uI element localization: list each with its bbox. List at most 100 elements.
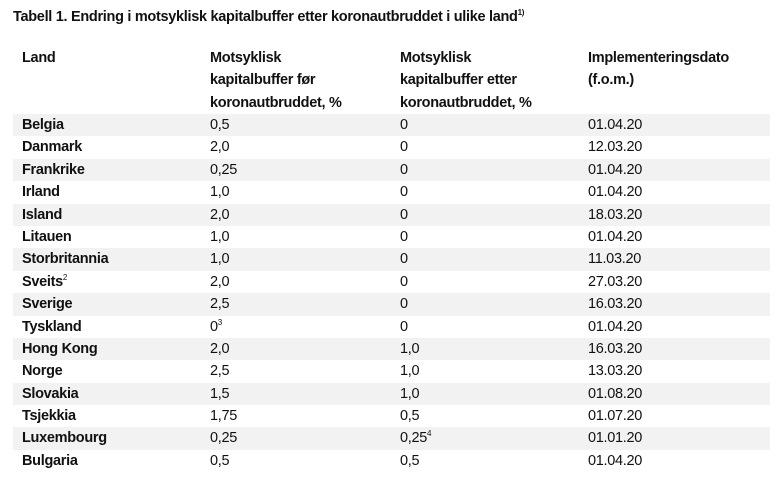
table-row: Hong Kong 2,0 1,0 16.03.20 xyxy=(13,337,770,361)
cell-before-text: 0,5 xyxy=(210,117,230,133)
cell-land: Danmark xyxy=(22,136,82,158)
cell-before-text: 0,5 xyxy=(210,452,230,469)
table-row: Bulgaria 0,5 0,5 01.04.20 xyxy=(13,450,770,472)
cell-land-text: Danmark xyxy=(22,139,82,156)
cell-after-text: 1,0 xyxy=(400,363,420,380)
cell-land-text: Storbritannia xyxy=(22,251,109,268)
header-line: Motsyklisk xyxy=(400,50,472,66)
cell-land-text: Tyskland xyxy=(22,318,82,335)
cell-after: 1,0 xyxy=(400,383,420,405)
cell-date-text: 01.04.20 xyxy=(588,161,643,178)
cell-before: 0,25 xyxy=(210,159,237,181)
cell-land: Hong Kong xyxy=(22,338,98,360)
cell-date-text: 11.03.20 xyxy=(588,251,641,268)
cell-before-text: 2,0 xyxy=(210,206,230,223)
cell-after-text: 0 xyxy=(400,206,408,223)
footnote-marker: 4 xyxy=(427,429,432,439)
cell-after: 1,0 xyxy=(400,360,420,382)
cell-date-text: 12.03.20 xyxy=(588,139,643,156)
cell-after: 0,5 xyxy=(400,450,420,472)
cell-land-text: Irland xyxy=(22,184,60,201)
cell-before-text: 2,5 xyxy=(210,296,230,313)
cell-before-text: 2,0 xyxy=(210,139,230,156)
cell-date-text: 01.01.20 xyxy=(588,430,643,447)
header-line: koronautbruddet, % xyxy=(210,94,342,111)
header-line: Implementeringsdato xyxy=(588,50,729,66)
cell-date-text: 16.03.20 xyxy=(588,340,643,357)
table-row: Tsjekkia 1,75 0,5 01.07.20 xyxy=(13,405,770,427)
cell-before: 0,5 xyxy=(210,114,230,136)
cell-date: 01.08.20 xyxy=(588,383,642,405)
cell-after-text: 0 xyxy=(400,318,408,335)
cell-before-text: 0,25 xyxy=(210,430,238,447)
cell-land: Norge xyxy=(22,360,63,382)
cell-before-text: 1,0 xyxy=(210,228,230,245)
cell-before: 1,0 xyxy=(210,226,230,248)
header-before: Motsyklisk kapitalbuffer før koronautbru… xyxy=(210,47,342,114)
cell-date: 27.03.20 xyxy=(588,271,642,293)
table-row: Tyskland 03 0 01.04.20 xyxy=(13,316,770,338)
cell-after: 0,254 xyxy=(400,427,431,449)
cell-date: 01.04.20 xyxy=(588,159,642,181)
cell-land-text: Litauen xyxy=(22,228,72,245)
cell-before-text: 1,75 xyxy=(210,408,238,425)
table-row: Frankrike 0,25 0 01.04.20 xyxy=(13,158,770,182)
cell-before: 0,5 xyxy=(210,450,230,472)
cell-land-text: Frankrike xyxy=(22,161,85,178)
footnote-marker: 3 xyxy=(217,317,222,327)
table-row: Danmark 2,0 0 12.03.20 xyxy=(13,136,770,158)
cell-after-text: 0 xyxy=(400,184,408,201)
cell-before: 1,0 xyxy=(210,248,230,270)
header-line: kapitalbuffer før xyxy=(210,72,316,89)
table-header: Land Motsyklisk kapitalbuffer før korona… xyxy=(13,47,770,114)
cell-before-text: 1,5 xyxy=(210,385,230,402)
cell-land: Luxembourg xyxy=(22,427,107,449)
cell-before: 03 xyxy=(210,316,222,338)
cell-date: 01.04.20 xyxy=(588,226,642,248)
title-footnote: 1) xyxy=(517,8,525,17)
cell-land: Sverige xyxy=(22,293,73,315)
table-row: Island 2,0 0 18.03.20 xyxy=(13,203,770,226)
cell-date-text: 01.04.20 xyxy=(588,228,643,245)
cell-date: 01.04.20 xyxy=(588,181,642,203)
cell-date: 01.07.20 xyxy=(588,405,642,427)
header-line: kapitalbuffer etter xyxy=(400,72,517,89)
cell-date-text: 01.07.20 xyxy=(588,408,643,425)
header-line: koronautbruddet, % xyxy=(400,94,532,111)
table-row: Luxembourg 0,25 0,254 01.01.20 xyxy=(13,427,770,450)
cell-before-text: 1,0 xyxy=(210,251,230,268)
cell-land: Sveits2 xyxy=(22,271,67,293)
cell-after: 0 xyxy=(400,226,408,248)
cell-land-text: Bulgaria xyxy=(22,452,78,469)
cell-date: 01.04.20 xyxy=(588,114,642,136)
cell-land-text: Sveits xyxy=(22,273,63,290)
cell-after: 0 xyxy=(400,293,408,315)
cell-after-text: 0 xyxy=(400,117,408,133)
footnote-marker: 2 xyxy=(62,272,68,282)
cell-land-text: Sverige xyxy=(22,296,73,313)
cell-land: Tsjekkia xyxy=(22,405,76,427)
cell-after: 0 xyxy=(400,204,408,226)
cell-land-text: Hong Kong xyxy=(22,340,98,357)
cell-before: 2,5 xyxy=(210,360,230,382)
cell-after: 0 xyxy=(400,271,408,293)
table-row: Litauen 1,0 0 01.04.20 xyxy=(13,226,770,248)
cell-land-text: Slovakia xyxy=(22,385,79,402)
cell-after-text: 0 xyxy=(400,251,408,268)
cell-land: Belgia xyxy=(22,114,64,136)
cell-before-text: 1,0 xyxy=(210,184,230,201)
cell-date: 11.03.20 xyxy=(588,248,641,270)
cell-date-text: 01.08.20 xyxy=(588,385,643,402)
cell-before: 2,0 xyxy=(210,271,230,293)
cell-date: 18.03.20 xyxy=(588,204,642,226)
cell-before-text: 2,0 xyxy=(210,340,230,357)
cell-after-text: 1,0 xyxy=(400,340,420,357)
cell-after-text: 0,25 xyxy=(400,430,428,447)
cell-after: 0 xyxy=(400,316,408,338)
cell-before: 1,5 xyxy=(210,383,230,405)
table-row: Storbritannia 1,0 0 11.03.20 xyxy=(13,248,770,271)
cell-date: 12.03.20 xyxy=(588,136,642,158)
cell-land: Slovakia xyxy=(22,383,79,405)
cell-before: 2,0 xyxy=(210,204,230,226)
cell-date-text: 01.04.20 xyxy=(588,452,643,469)
